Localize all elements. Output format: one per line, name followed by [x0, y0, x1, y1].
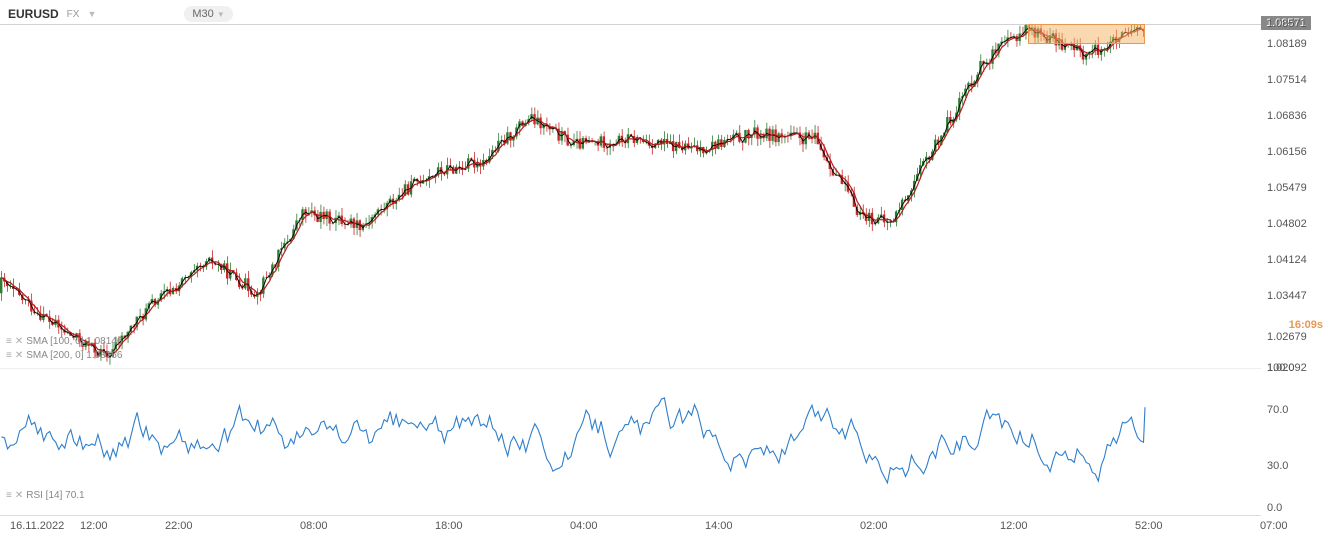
y-tick-label: 1.06156 [1267, 146, 1307, 158]
rsi-y-tick: 100.0 [1267, 362, 1295, 374]
rsi-y-axis: 0.030.070.0100.0 [1261, 368, 1331, 508]
y-tick-label: 1.02679 [1267, 331, 1307, 343]
x-tick-label: 07:00 [1260, 520, 1288, 532]
x-tick-label: 02:00 [860, 520, 888, 532]
y-tick-label: 1.08571 [1267, 18, 1307, 30]
main-price-chart[interactable]: ≡ ✕ SMA [100, 0] 1.08146 ≡ ✕ SMA [200, 0… [0, 24, 1261, 368]
x-tick-label: 14:00 [705, 520, 733, 532]
y-tick-label: 1.06836 [1267, 110, 1307, 122]
timeframe-label: M30 [192, 8, 213, 20]
indicator-icon: ≡ [6, 336, 12, 347]
x-tick-label: 22:00 [165, 520, 193, 532]
x-tick-label: 12:00 [1000, 520, 1028, 532]
rsi-chart[interactable]: ≡ ✕ RSI [14] 70.1 [0, 368, 1261, 508]
indicator-icon: ≡ [6, 490, 12, 501]
sma1-label[interactable]: ≡ ✕ SMA [100, 0] 1.08146 [6, 336, 122, 347]
highlight-region [1028, 24, 1145, 44]
y-tick-label: 1.04124 [1267, 254, 1307, 266]
symbol-label[interactable]: EURUSD [8, 7, 59, 21]
rsi-y-tick: 30.0 [1267, 460, 1288, 472]
price-svg [0, 24, 1261, 368]
sma2-label[interactable]: ≡ ✕ SMA [200, 0] 1.08166 [6, 350, 122, 361]
x-tick-label: 04:00 [570, 520, 598, 532]
price-y-axis: 1.08571 16:09s 1.020921.026791.034471.04… [1261, 24, 1331, 368]
y-tick-label: 1.04802 [1267, 218, 1307, 230]
time-x-axis: 16.11.2022 12:00 22:00 08:00 18:00 04:00 14:00… [0, 515, 1261, 545]
rsi-label[interactable]: ≡ ✕ RSI [14] 70.1 [6, 490, 85, 501]
y-tick-label: 1.07514 [1267, 74, 1307, 86]
x-tick-label: 08:00 [300, 520, 328, 532]
rsi-y-tick: 0.0 [1267, 502, 1282, 514]
y-tick-label: 1.05479 [1267, 182, 1307, 194]
x-tick-label: 52:00 [1135, 520, 1163, 532]
close-icon[interactable]: ✕ [15, 336, 23, 347]
rsi-y-tick: 70.0 [1267, 404, 1288, 416]
y-tick-label: 1.08189 [1267, 38, 1307, 50]
timeframe-selector[interactable]: M30 ▼ [184, 6, 232, 22]
close-icon[interactable]: ✕ [15, 490, 23, 501]
x-tick-label: 18:00 [435, 520, 463, 532]
exchange-badge: FX [67, 9, 80, 20]
indicator-icon: ≡ [6, 350, 12, 361]
close-icon[interactable]: ✕ [15, 350, 23, 361]
chevron-down-icon[interactable]: ▼ [87, 9, 96, 19]
chart-header: EURUSD FX ▼ M30 ▼ [8, 6, 233, 22]
y-tick-label: 1.03447 [1267, 290, 1307, 302]
x-tick-label: 16.11.2022 [10, 520, 64, 532]
countdown-timer: 16:09s [1289, 319, 1323, 331]
rsi-svg [0, 368, 1261, 508]
x-tick-label: 12:00 [80, 520, 108, 532]
chevron-down-icon: ▼ [217, 10, 225, 19]
